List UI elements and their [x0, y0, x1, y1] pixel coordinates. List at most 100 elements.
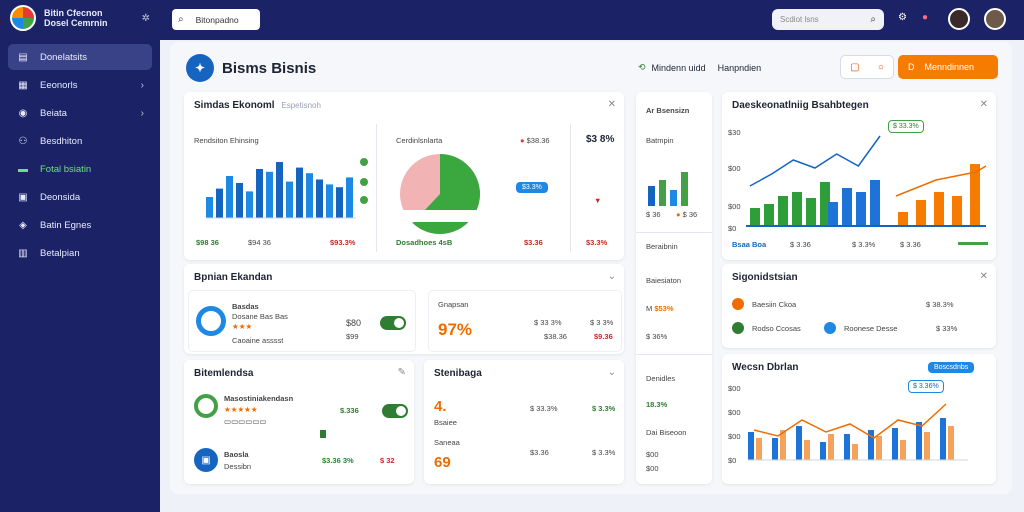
page-title-text: Bisms Bisnis	[222, 59, 317, 77]
chart-foot-mid: $94 36	[248, 238, 271, 247]
dashboard-icon: ▤	[18, 51, 28, 63]
card-title: Stenibaga	[434, 368, 482, 379]
avatar[interactable]	[948, 8, 970, 30]
bar-orange	[804, 440, 810, 460]
sidebar-item-data[interactable]: ◉ Beiata ›	[8, 100, 152, 126]
revenue-bar-chart	[206, 162, 356, 219]
trend-chart-card: Daeskeonatlniig Bsahbtegen ✕ $ 33.3% $30…	[722, 92, 996, 260]
chevron-right-icon: ›	[140, 79, 144, 91]
filter-button[interactable]: ▢ ○	[840, 55, 894, 79]
edit-icon[interactable]: ✎	[397, 367, 406, 378]
chart-filter-pill[interactable]: Boscsdnbs	[928, 362, 975, 373]
bar	[316, 179, 323, 218]
notification-icon[interactable]: ●	[922, 12, 929, 23]
item-sub-name: Baosla	[224, 450, 249, 459]
page-title: ✦ Bisms Bisnis	[186, 54, 316, 82]
bar	[256, 169, 263, 218]
y-label: $00	[728, 164, 741, 173]
sidebar-item-logistics[interactable]: ▬ Fotal bsiatin	[8, 156, 152, 182]
search-input[interactable]: ⌕ Bitonpadno	[172, 9, 260, 30]
sidebar-item-people[interactable]: ⚇ Besdhiton	[8, 128, 152, 154]
sidebar-item-label: Batin Egnes	[40, 219, 92, 231]
primary-button-label: Menndinnen	[924, 62, 975, 72]
bar-orange	[900, 440, 906, 460]
stat-v4: $ 3.3%	[592, 448, 616, 457]
sidebar-nav: ▤ Donelatsits ▦ Eeonorls › ◉ Beiata › ⚇ …	[0, 44, 160, 266]
global-search-input[interactable]: Scdiot lsns ⌕	[772, 9, 884, 30]
circle-icon: ○	[877, 61, 884, 73]
item-footer-right: $ 32	[380, 456, 395, 465]
bar-blue	[844, 434, 850, 460]
summary-v3: $ 3 3%	[590, 318, 614, 327]
toggle-switch[interactable]	[382, 404, 408, 418]
collapse-icon[interactable]: ✲	[141, 12, 150, 24]
chevron-down-icon[interactable]: ⌄	[607, 367, 616, 378]
sidebar-item-economy[interactable]: ▦ Eeonorls ›	[8, 72, 152, 98]
bar-orange	[780, 430, 786, 460]
close-icon[interactable]: ✕	[607, 99, 616, 110]
stat-sub-2: Saneaa	[434, 438, 460, 447]
gauge-right-text: $38.36	[526, 136, 550, 145]
trend-line	[753, 403, 947, 439]
weekly-combo-chart	[748, 403, 968, 461]
stat-big: 4.	[434, 398, 447, 415]
brand: Bitin Cfecnon Dosel Cemrnin ✲	[0, 0, 160, 36]
bar	[276, 162, 283, 218]
chart-foot-right: $93.3%	[330, 238, 356, 247]
bar-green	[806, 198, 816, 226]
card-title: Bpnian Ekandan	[194, 272, 273, 283]
summary-v4: $9.36	[594, 332, 613, 341]
segment-row-2: Rodso Ccosas	[752, 324, 801, 333]
header-link[interactable]: ⟲ Mindenn uidd Hanpndien	[638, 62, 761, 73]
bar-blue	[748, 432, 754, 460]
brand-text: Bitin Cfecnon Dosel Cemrnin	[44, 8, 108, 28]
avatar-user[interactable]	[984, 8, 1006, 30]
card-title: Ar Bsensizn	[646, 106, 690, 115]
chart-label: Rendsiton Ehinsing	[194, 136, 259, 145]
segment-dot	[732, 298, 744, 310]
gauge-tag: $3.3%	[516, 182, 548, 193]
sidebar-item-documents[interactable]: ▣ Deonsida	[8, 184, 152, 210]
metric-label-5: Denidles	[646, 374, 676, 383]
sidebar-item-label: Beiata	[40, 107, 67, 119]
star-rating: ★★★★★	[224, 405, 258, 414]
header-link-text-2: Hanpndien	[717, 62, 762, 73]
toggle-switch[interactable]	[380, 316, 406, 330]
close-icon[interactable]: ✕	[979, 99, 988, 110]
refresh-icon: ⟲	[638, 62, 646, 72]
close-icon[interactable]: ✕	[979, 271, 988, 282]
sidebar-item-security[interactable]: ◈ Batin Egnes	[8, 212, 152, 238]
metric-foot-2: ● $ 36	[676, 210, 697, 219]
square-icon: ▢	[850, 61, 860, 73]
bar-green	[778, 196, 788, 226]
weekly-tag: $ 3.36%	[908, 380, 944, 393]
sidebar-item-label: Donelatsits	[40, 51, 87, 63]
bar-blue	[916, 422, 922, 460]
percent-value: 97%	[438, 320, 473, 339]
settings-icon[interactable]: ⚙	[898, 12, 907, 23]
shield-icon: ◉	[18, 107, 28, 119]
bar-green	[750, 208, 760, 226]
chevron-down-icon[interactable]: ⌄	[607, 271, 616, 282]
item-footer-left: $3.36 3%	[322, 456, 354, 465]
bar-blue	[796, 426, 802, 460]
stats-card: Stenibaga ⌄ 4. Bsaiee $ 33.3% $ 3.3% San…	[424, 360, 624, 484]
topbar: ⌕ Bitonpadno Scdiot lsns ⌕ ⚙ ●	[160, 0, 1024, 40]
legend-dot	[360, 178, 368, 186]
sidebar: Bitin Cfecnon Dosel Cemrnin ✲ ▤ Donelats…	[0, 0, 160, 512]
metric-foot-1: $ 36	[646, 210, 661, 219]
bar	[306, 173, 313, 218]
bar-orange	[916, 200, 926, 226]
card-title: Bitemlendsa	[194, 368, 254, 379]
economy-card: Simdas Ekonoml Espetisnoh ✕ Rendsiton Eh…	[184, 92, 624, 260]
metric-value-3: $53%	[654, 304, 674, 313]
sidebar-item-dashboard[interactable]: ▤ Donelatsits	[8, 44, 152, 70]
sidebar-item-reports[interactable]: ▥ Betalpian	[8, 240, 152, 266]
primary-action-button[interactable]: D Menndinnen	[898, 55, 998, 79]
bar-blue	[842, 188, 852, 226]
bar-orange	[952, 196, 962, 226]
metric-value-5: 18.3%	[646, 400, 668, 409]
item-list-card: Bitemlendsa ✎ Masostiniakendasn ★★★★★ ▭▭…	[184, 360, 414, 484]
bar	[236, 183, 243, 218]
chevron-right-icon: ›	[140, 107, 144, 119]
